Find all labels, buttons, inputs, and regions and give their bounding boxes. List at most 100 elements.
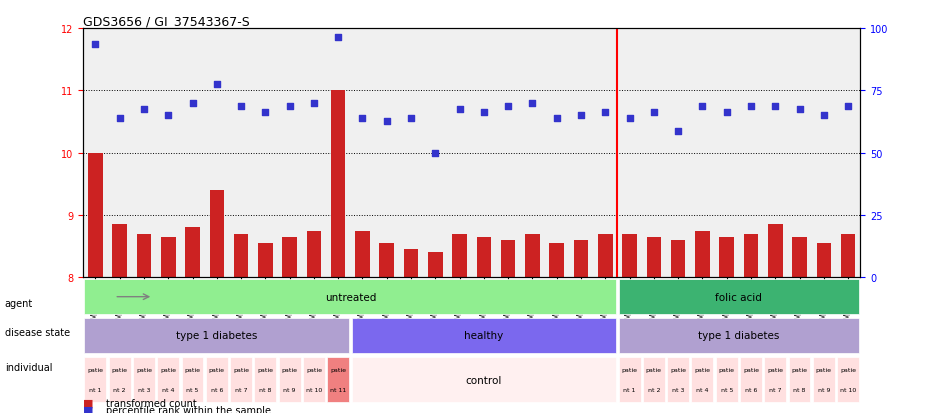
Bar [88, 153, 103, 278]
Bar [331, 91, 345, 278]
Bar [696, 231, 709, 278]
Text: patie: patie [767, 368, 783, 373]
Point [476, 109, 491, 116]
Bar [720, 237, 734, 278]
Text: nt 8: nt 8 [794, 387, 806, 392]
Bar [476, 237, 491, 278]
Point [671, 128, 685, 135]
FancyBboxPatch shape [84, 280, 616, 314]
Text: nt 2: nt 2 [648, 387, 660, 392]
Text: nt 2: nt 2 [114, 387, 126, 392]
Point [549, 116, 564, 122]
Bar [647, 237, 661, 278]
FancyBboxPatch shape [133, 358, 154, 402]
Text: nt 3: nt 3 [138, 387, 150, 392]
Text: nt 7: nt 7 [769, 387, 782, 392]
Text: transformed count: transformed count [106, 398, 197, 408]
Text: healthy: healthy [464, 331, 503, 341]
Bar [598, 234, 612, 278]
Bar [817, 243, 831, 278]
Text: nt 7: nt 7 [235, 387, 247, 392]
FancyBboxPatch shape [327, 358, 349, 402]
Bar [185, 228, 200, 278]
Text: nt 4: nt 4 [697, 387, 709, 392]
Point [331, 35, 346, 42]
Text: patie: patie [840, 368, 857, 373]
Point [355, 116, 370, 122]
Point [500, 103, 515, 110]
Text: ■: ■ [83, 398, 93, 408]
Bar [671, 240, 685, 278]
Point [598, 109, 612, 116]
FancyBboxPatch shape [157, 358, 179, 402]
FancyBboxPatch shape [692, 358, 713, 402]
Text: percentile rank within the sample: percentile rank within the sample [106, 405, 271, 413]
Bar [137, 234, 151, 278]
Bar [113, 225, 127, 278]
Point [161, 113, 176, 119]
FancyBboxPatch shape [619, 280, 859, 314]
Bar [234, 234, 248, 278]
FancyBboxPatch shape [352, 358, 616, 402]
Bar [209, 190, 224, 278]
FancyBboxPatch shape [716, 358, 737, 402]
FancyBboxPatch shape [643, 358, 665, 402]
Text: patie: patie [233, 368, 249, 373]
FancyBboxPatch shape [740, 358, 762, 402]
FancyBboxPatch shape [764, 358, 786, 402]
FancyBboxPatch shape [352, 318, 616, 353]
Point [647, 109, 661, 116]
Bar [574, 240, 588, 278]
Bar [282, 237, 297, 278]
Text: patie: patie [792, 368, 808, 373]
Text: nt 5: nt 5 [721, 387, 733, 392]
Text: untreated: untreated [325, 292, 376, 302]
Text: GDS3656 / GI_37543367-S: GDS3656 / GI_37543367-S [83, 15, 250, 28]
FancyBboxPatch shape [181, 358, 204, 402]
Text: nt 8: nt 8 [259, 387, 272, 392]
Text: patie: patie [695, 368, 710, 373]
Point [841, 103, 856, 110]
Text: patie: patie [306, 368, 322, 373]
Bar [841, 234, 856, 278]
Text: ■: ■ [83, 405, 93, 413]
Text: nt 3: nt 3 [672, 387, 684, 392]
Text: individual: individual [5, 363, 52, 373]
Text: nt 9: nt 9 [818, 387, 830, 392]
Text: patie: patie [719, 368, 734, 373]
FancyBboxPatch shape [206, 358, 228, 402]
Point [234, 103, 249, 110]
Point [792, 107, 807, 113]
Text: nt 4: nt 4 [162, 387, 175, 392]
Text: patie: patie [646, 368, 662, 373]
Bar [258, 243, 273, 278]
Point [452, 107, 467, 113]
FancyBboxPatch shape [619, 318, 859, 353]
Text: patie: patie [136, 368, 152, 373]
Bar [549, 243, 564, 278]
Text: nt 6: nt 6 [211, 387, 223, 392]
Point [282, 103, 297, 110]
Text: nt 5: nt 5 [186, 387, 199, 392]
Point [720, 109, 734, 116]
Point [623, 116, 637, 122]
Point [258, 109, 273, 116]
Bar [525, 234, 540, 278]
FancyBboxPatch shape [278, 358, 301, 402]
Text: disease state: disease state [5, 328, 69, 337]
Text: patie: patie [112, 368, 128, 373]
Text: patie: patie [330, 368, 346, 373]
Bar [501, 240, 515, 278]
Text: patie: patie [743, 368, 759, 373]
Point [185, 100, 200, 107]
Text: nt 6: nt 6 [745, 387, 758, 392]
Point [525, 100, 540, 107]
Point [209, 81, 224, 88]
Text: patie: patie [670, 368, 686, 373]
Point [744, 103, 758, 110]
Bar [623, 234, 636, 278]
Text: patie: patie [622, 368, 637, 373]
FancyBboxPatch shape [303, 358, 325, 402]
FancyBboxPatch shape [84, 318, 349, 353]
Point [817, 113, 832, 119]
